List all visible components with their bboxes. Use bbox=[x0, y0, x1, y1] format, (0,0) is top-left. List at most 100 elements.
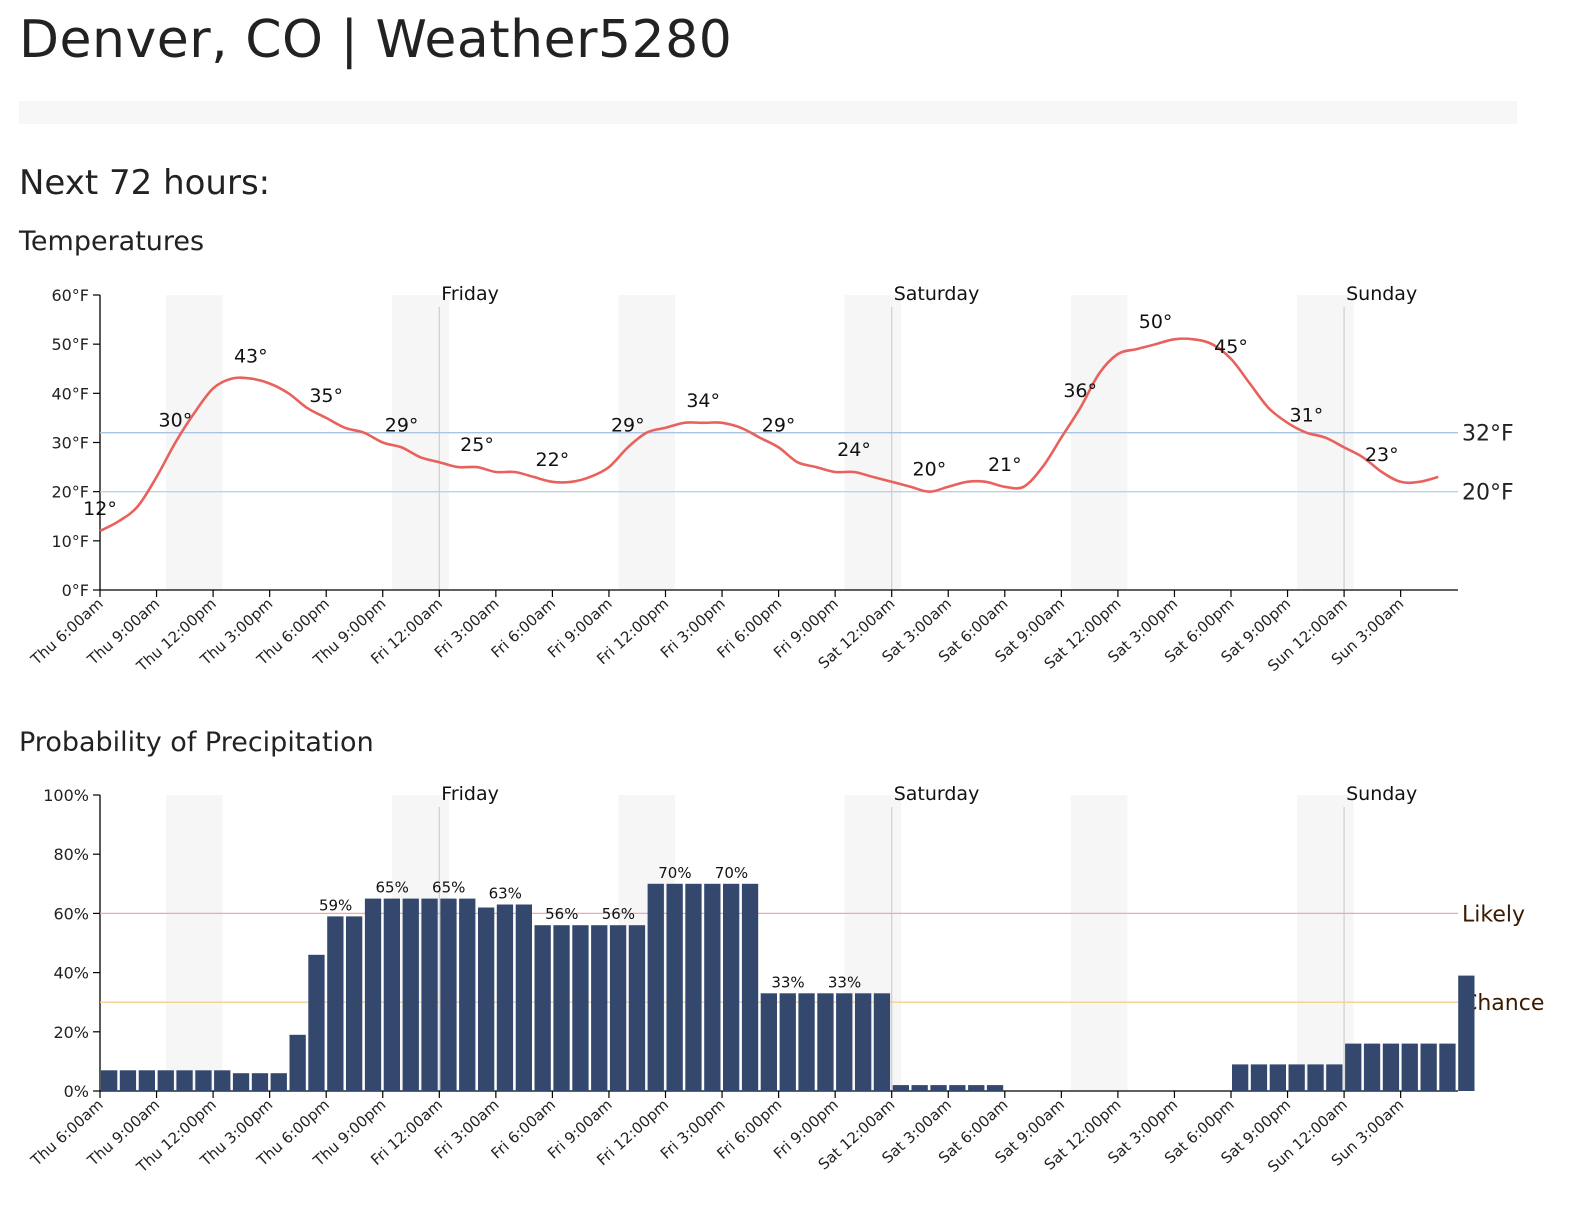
precip-bar bbox=[1232, 1064, 1249, 1091]
temperature-data-label: 20° bbox=[913, 459, 947, 481]
precip-bar bbox=[836, 993, 853, 1091]
precip-shaded-band bbox=[165, 795, 223, 1091]
temperature-data-label: 24° bbox=[837, 439, 871, 461]
temperature-data-label: 25° bbox=[460, 434, 494, 456]
precip-shaded-band bbox=[844, 795, 902, 1091]
temp-y-tick-label: 60°F bbox=[51, 286, 89, 305]
temp-shaded-band bbox=[618, 295, 675, 590]
precip-bar bbox=[364, 898, 382, 1091]
precip-bar bbox=[214, 1070, 231, 1091]
temp-y-tick-label: 0°F bbox=[62, 581, 89, 600]
precip-data-label: 70% bbox=[658, 864, 691, 882]
precip-bar bbox=[251, 1073, 269, 1091]
temp-reference-label: 20°F bbox=[1462, 481, 1514, 506]
precip-data-label: 63% bbox=[489, 885, 522, 903]
precip-bar bbox=[949, 1085, 966, 1091]
temperature-data-label: 29° bbox=[385, 414, 419, 436]
precip-bar bbox=[1458, 975, 1475, 1091]
precip-bar bbox=[723, 883, 740, 1091]
precip-bar bbox=[1420, 1043, 1437, 1091]
precip-bar bbox=[1363, 1043, 1381, 1091]
precip-bar bbox=[741, 883, 759, 1091]
precip-reference-label: Likely bbox=[1462, 902, 1525, 927]
precip-bar bbox=[138, 1070, 155, 1091]
temp-shaded-band bbox=[1296, 295, 1354, 590]
precip-y-tick-label: 80% bbox=[53, 845, 89, 864]
precip-bar bbox=[232, 1073, 250, 1091]
precip-bar bbox=[817, 993, 834, 1091]
temp-y-tick-label: 10°F bbox=[51, 532, 89, 551]
precip-bar bbox=[176, 1070, 193, 1091]
temp-reference-label: 32°F bbox=[1462, 422, 1514, 447]
precip-bar bbox=[968, 1085, 985, 1091]
precip-reference-label: Chance bbox=[1462, 991, 1544, 1016]
precip-bar bbox=[760, 993, 777, 1091]
precip-bar bbox=[1326, 1064, 1343, 1091]
precip-bar bbox=[572, 925, 589, 1091]
precip-bar bbox=[779, 993, 796, 1091]
precip-data-label: 33% bbox=[771, 973, 804, 991]
precip-bar bbox=[911, 1085, 928, 1091]
precip-bar bbox=[459, 898, 476, 1091]
precip-bar bbox=[704, 883, 721, 1091]
precip-bar bbox=[1382, 1043, 1400, 1091]
precip-bar bbox=[685, 883, 702, 1091]
precip-bar bbox=[289, 1034, 306, 1091]
precip-bar bbox=[346, 916, 363, 1091]
precip-data-label: 56% bbox=[602, 905, 635, 923]
section-heading: Next 72 hours: bbox=[19, 163, 271, 203]
precipitation-chart-title: Probability of Precipitation bbox=[19, 727, 374, 758]
temperature-line bbox=[99, 337, 1439, 533]
temp-y-tick-label: 50°F bbox=[51, 335, 89, 354]
precip-bar bbox=[421, 898, 438, 1091]
temperature-data-label: 43° bbox=[234, 346, 268, 368]
precip-bar bbox=[892, 1085, 909, 1091]
precip-bar bbox=[534, 925, 551, 1091]
precip-bar bbox=[515, 904, 532, 1091]
precip-y-tick-label: 20% bbox=[53, 1023, 89, 1042]
precip-bar bbox=[308, 954, 325, 1091]
temperature-data-label: 36° bbox=[1063, 380, 1097, 402]
precip-bar bbox=[119, 1070, 137, 1091]
precip-bar bbox=[553, 925, 570, 1091]
precip-y-tick-label: 0% bbox=[64, 1082, 89, 1101]
temperature-data-label: 29° bbox=[762, 414, 796, 436]
temperature-chart: Friday Saturday Sunday 0°F 10°F 20°F 30°F 40°F 5… bbox=[27, 283, 1514, 676]
temp-shaded-band bbox=[1070, 295, 1128, 590]
precip-data-label: 70% bbox=[715, 864, 748, 882]
temperature-data-label: 35° bbox=[309, 385, 343, 407]
temperature-data-label: 21° bbox=[988, 454, 1022, 476]
precip-bar bbox=[930, 1085, 947, 1091]
precip-bar bbox=[798, 993, 815, 1091]
precip-data-label: 65% bbox=[432, 879, 465, 897]
precip-bar bbox=[873, 993, 891, 1091]
precip-data-label: 59% bbox=[319, 896, 352, 914]
precip-bar bbox=[1269, 1064, 1286, 1091]
temp-y-tick-label: 30°F bbox=[51, 434, 89, 453]
precip-bar bbox=[609, 925, 627, 1091]
temperature-data-label: 12° bbox=[83, 498, 117, 520]
precip-bar bbox=[1307, 1064, 1324, 1091]
precip-bar bbox=[327, 916, 344, 1091]
precip-bar bbox=[195, 1070, 212, 1091]
precip-bar bbox=[1250, 1064, 1268, 1091]
precip-data-label: 65% bbox=[376, 879, 409, 897]
precip-day-label: Saturday bbox=[894, 783, 980, 805]
temperature-chart-title: Temperatures bbox=[19, 226, 205, 257]
precip-day-label: Sunday bbox=[1346, 783, 1417, 805]
precip-shaded-band bbox=[1070, 795, 1128, 1091]
precip-bar bbox=[101, 1070, 118, 1091]
precip-bar bbox=[986, 1085, 1004, 1091]
temperature-data-label: 34° bbox=[686, 390, 720, 412]
precip-y-tick-label: 40% bbox=[53, 964, 89, 983]
precip-bar bbox=[1288, 1064, 1305, 1091]
precip-bar bbox=[591, 925, 608, 1091]
precip-bar bbox=[1401, 1043, 1418, 1091]
precip-bar bbox=[1345, 1043, 1362, 1091]
precipitation-chart: Friday Saturday Sunday0%20%40%60%80%100%Th… bbox=[27, 783, 1545, 1177]
precip-data-label: 56% bbox=[545, 905, 578, 923]
temperature-data-label: 50° bbox=[1139, 311, 1173, 333]
temperature-data-label: 30° bbox=[159, 410, 193, 432]
precip-bar bbox=[383, 898, 400, 1091]
temp-day-label: Sunday bbox=[1346, 283, 1417, 305]
